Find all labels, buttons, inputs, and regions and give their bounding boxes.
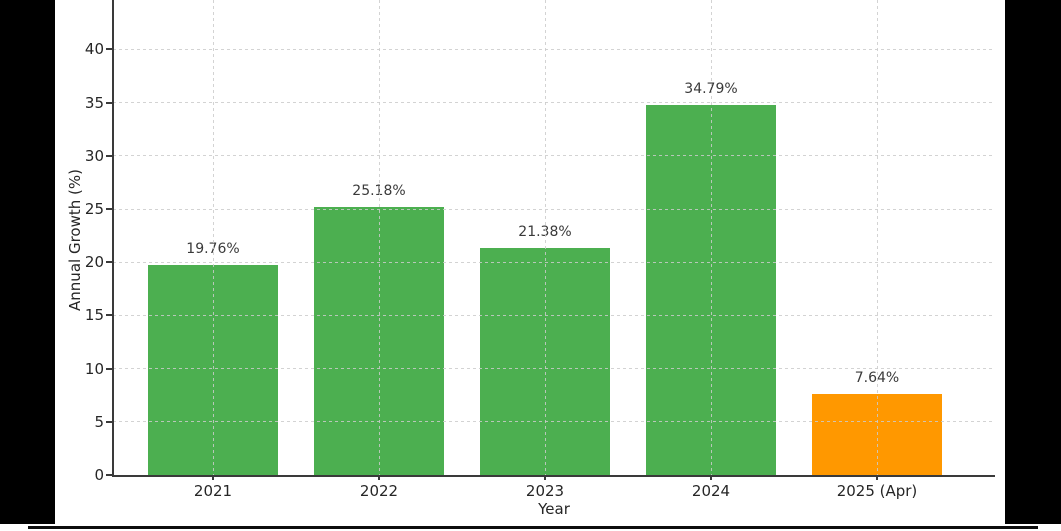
gridline-horizontal: [113, 421, 995, 423]
letterbox-left: [0, 0, 55, 524]
gridline-vertical: [544, 0, 546, 475]
x-tick: [378, 475, 380, 480]
y-tick-label: 0: [94, 466, 104, 484]
y-tick-label: 40: [84, 40, 104, 59]
gridline-vertical: [378, 0, 380, 475]
gridline-horizontal: [113, 102, 995, 104]
x-tick: [212, 475, 214, 480]
gridline-horizontal: [113, 155, 995, 157]
gridline-vertical: [876, 0, 878, 475]
y-tick: [106, 208, 113, 210]
gridline-horizontal: [113, 261, 995, 263]
y-tick: [106, 101, 113, 104]
gridline-horizontal: [113, 48, 995, 50]
y-tick: [106, 261, 113, 264]
y-tick: [106, 154, 113, 157]
gridline-vertical: [212, 0, 214, 475]
y-tick: [106, 314, 113, 317]
y-axis-spine: [112, 0, 114, 477]
gridline-horizontal: [113, 314, 995, 316]
y-tick-label: 30: [84, 146, 104, 165]
x-axis-title: Year: [538, 500, 570, 518]
y-axis-title: Annual Growth (%): [66, 169, 84, 311]
x-tick: [876, 475, 878, 480]
y-tick: [106, 367, 113, 370]
y-tick: [106, 420, 113, 423]
gridline-horizontal: [113, 208, 995, 210]
gridline-horizontal: [113, 368, 995, 370]
y-tick-label: 25: [84, 200, 104, 218]
y-tick: [106, 48, 113, 51]
y-tick-label: 15: [84, 306, 104, 325]
letterbox-right: [1005, 0, 1061, 524]
x-tick-label: 2024: [691, 482, 731, 500]
x-tick-label: 2023: [525, 482, 565, 500]
x-tick: [710, 475, 712, 480]
x-tick-label: 2021: [193, 482, 233, 500]
x-tick-label: 2022: [359, 482, 399, 500]
bottom-border-line: [28, 526, 1038, 529]
y-tick-label: 10: [84, 359, 104, 378]
x-tick-label: 2025 (Apr): [836, 482, 918, 500]
x-tick: [544, 475, 546, 480]
y-tick-label: 5: [94, 412, 104, 431]
gridline-vertical: [710, 0, 712, 475]
y-tick-label: 35: [84, 93, 104, 112]
y-tick: [106, 474, 113, 476]
y-tick-label: 20: [84, 253, 104, 272]
x-axis-spine: [112, 475, 995, 477]
